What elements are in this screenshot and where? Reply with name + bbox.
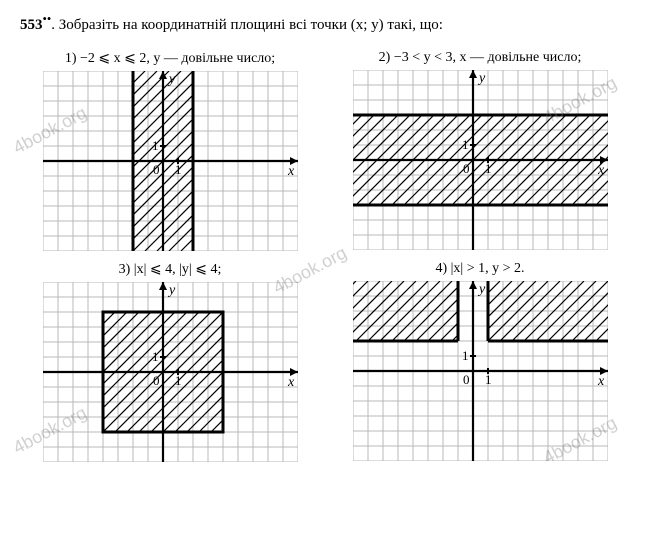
svg-text:0: 0 (463, 372, 470, 387)
svg-text:y: y (477, 71, 486, 86)
svg-text:1: 1 (152, 349, 159, 364)
problem-header: 553••. Зобразіть на координатній площині… (20, 12, 630, 34)
svg-text:1: 1 (152, 138, 159, 153)
sublabel-3: 3) |x| ⩽ 4, |y| ⩽ 4; (20, 261, 320, 278)
chart-3: xy011 (43, 282, 298, 462)
svg-text:x: x (597, 163, 605, 178)
sublabel-4: 4) |x| > 1, y > 2. (330, 261, 630, 277)
svg-text:0: 0 (153, 373, 160, 388)
cell-3: 3) |x| ⩽ 4, |y| ⩽ 4; xy011 (20, 255, 320, 462)
cell-1: 1) −2 ⩽ x ⩽ 2, y — довільне число; xy011 (20, 44, 320, 251)
svg-text:0: 0 (153, 162, 160, 177)
chart-row-1: 1) −2 ⩽ x ⩽ 2, y — довільне число; xy011… (20, 44, 630, 251)
sublabel-1: 1) −2 ⩽ x ⩽ 2, y — довільне число; (20, 50, 320, 67)
cell-4: 4) |x| > 1, y > 2. xy011 (330, 255, 630, 462)
svg-text:y: y (477, 282, 486, 297)
chart-1: xy011 (43, 71, 298, 251)
problem-number: 553 (20, 17, 43, 33)
sublabel-2: 2) −3 < y < 3, x — довільне число; (330, 50, 630, 66)
chart-4: xy011 (353, 281, 608, 461)
problem-marker: •• (43, 12, 52, 26)
svg-text:x: x (287, 164, 295, 179)
svg-text:x: x (287, 375, 295, 390)
svg-text:1: 1 (175, 373, 182, 388)
chart-2: xy011 (353, 70, 608, 250)
svg-text:1: 1 (485, 372, 492, 387)
svg-text:0: 0 (463, 161, 470, 176)
svg-text:1: 1 (462, 137, 469, 152)
svg-text:x: x (597, 374, 605, 389)
svg-text:1: 1 (485, 161, 492, 176)
chart-row-2: 3) |x| ⩽ 4, |y| ⩽ 4; xy011 4) |x| > 1, y… (20, 255, 630, 462)
svg-text:y: y (167, 72, 176, 87)
cell-2: 2) −3 < y < 3, x — довільне число; xy011 (330, 44, 630, 251)
svg-text:y: y (167, 283, 176, 298)
problem-text: . Зобразіть на координатній площині всі … (51, 17, 443, 33)
svg-text:1: 1 (462, 348, 469, 363)
svg-text:1: 1 (175, 162, 182, 177)
